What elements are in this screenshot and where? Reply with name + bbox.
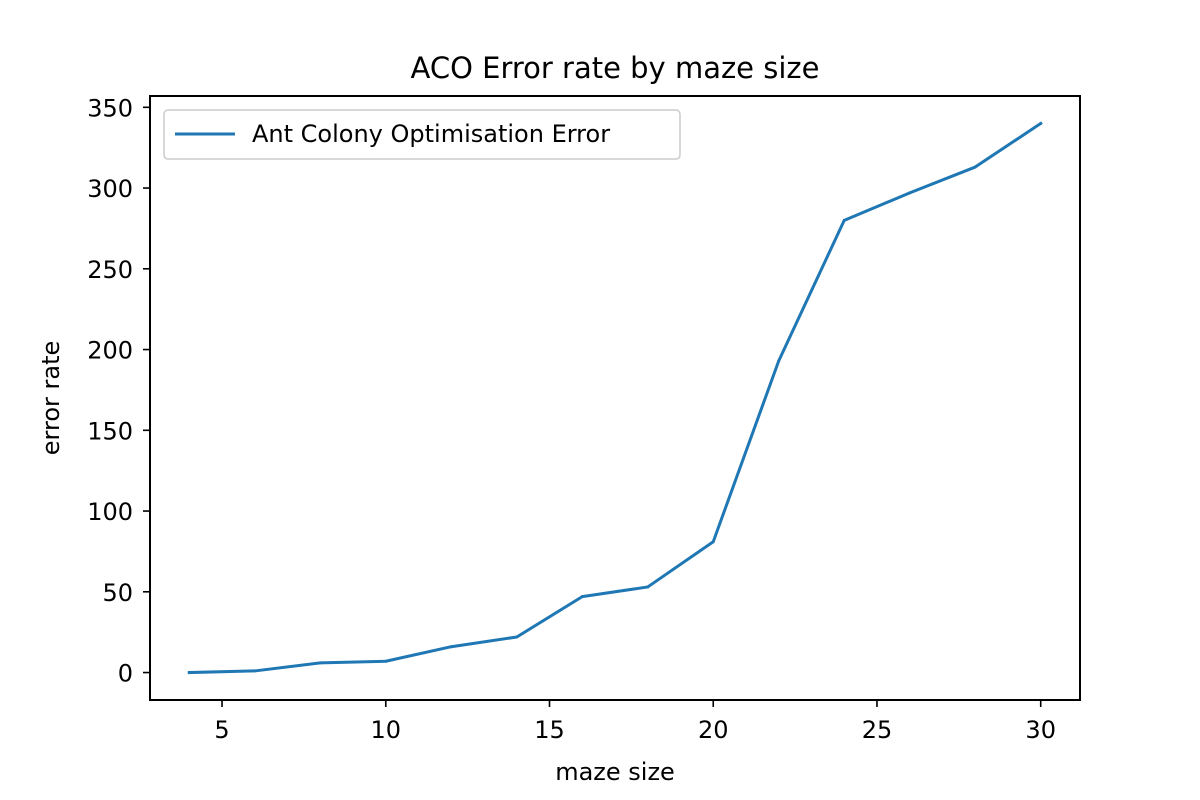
data-point xyxy=(318,661,322,665)
series-layer xyxy=(187,121,1043,675)
x-tick-label: 25 xyxy=(862,716,893,744)
x-tick-label: 5 xyxy=(214,716,229,744)
data-point xyxy=(908,191,912,195)
y-tick-label: 200 xyxy=(87,337,133,365)
y-tick-label: 350 xyxy=(87,94,133,122)
y-tick-label: 300 xyxy=(87,175,133,203)
data-point xyxy=(449,645,453,649)
plot-area-frame xyxy=(149,95,1081,701)
y-axis-label: error rate xyxy=(37,341,65,455)
data-point xyxy=(253,669,257,673)
data-point xyxy=(384,659,388,663)
legend-label: Ant Colony Optimisation Error xyxy=(252,120,610,148)
legend: Ant Colony Optimisation Error xyxy=(163,109,681,160)
data-point xyxy=(515,635,519,639)
data-point xyxy=(973,165,977,169)
y-tick-label: 50 xyxy=(102,579,133,607)
x-tick-label: 30 xyxy=(1025,716,1056,744)
data-point xyxy=(580,595,584,599)
data-point xyxy=(777,359,781,363)
chart-title: ACO Error rate by maze size xyxy=(411,51,820,85)
y-axis-ticks: 0 50 100 150 200 250 300 350 xyxy=(87,94,150,688)
y-tick-label: 150 xyxy=(87,417,133,445)
x-axis-label: maze size xyxy=(555,758,675,786)
x-tick-label: 10 xyxy=(371,716,402,744)
x-tick-label: 15 xyxy=(534,716,565,744)
x-axis-ticks: 5 10 15 20 25 30 xyxy=(214,700,1056,744)
y-tick-label: 250 xyxy=(87,256,133,284)
data-point xyxy=(842,218,846,222)
y-tick-label: 0 xyxy=(118,660,133,688)
y-tick-label: 100 xyxy=(87,498,133,526)
data-point xyxy=(1039,121,1043,125)
series-line xyxy=(187,121,1043,675)
data-point xyxy=(711,540,715,544)
x-tick-label: 20 xyxy=(698,716,729,744)
legend-box xyxy=(163,109,681,160)
data-point xyxy=(187,671,191,675)
data-point xyxy=(646,585,650,589)
